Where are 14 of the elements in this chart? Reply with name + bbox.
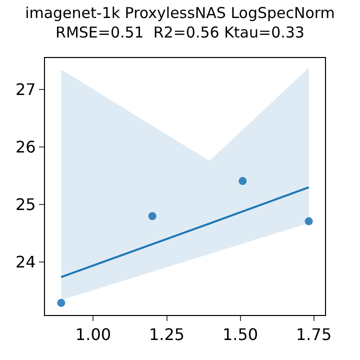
y-tick-label: 27 (15, 80, 36, 100)
point (238, 177, 247, 186)
x-tick-label: 1.25 (148, 325, 185, 344)
chart-subtitle: RMSE=0.51 R2=0.56 Ktau=0.33 (56, 24, 304, 42)
point (304, 217, 313, 226)
x-tick-label: 1.00 (75, 325, 112, 344)
y-tick-label: 24 (15, 252, 36, 272)
chart-title: imagenet-1k ProxylessNAS LogSpecNorm (25, 4, 335, 22)
x-tick-label: 1.50 (222, 325, 258, 344)
y-tick-label: 26 (15, 138, 36, 157)
y-tick-label: 25 (15, 195, 36, 214)
point (148, 212, 156, 220)
point (57, 298, 66, 307)
x-tick-label: 1.75 (296, 325, 332, 344)
